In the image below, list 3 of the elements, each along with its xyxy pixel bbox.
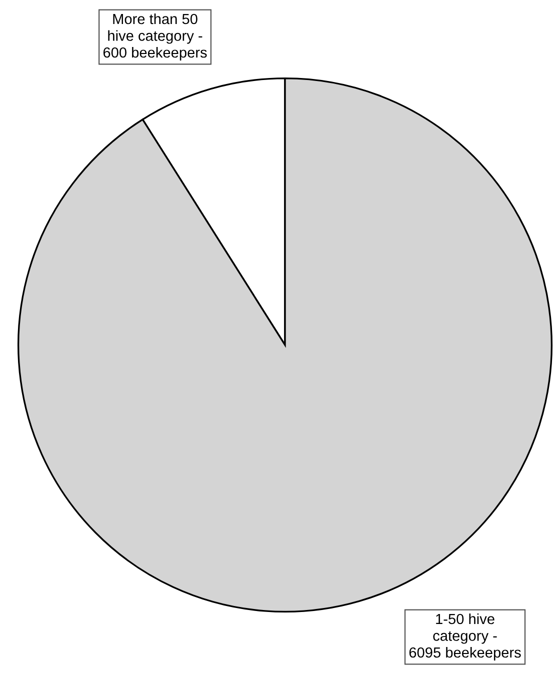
slice-label: 1-50 hive category - 6095 beekeepers [409, 613, 521, 661]
slice-label: More than 50 hive category - 600 beekeepers [103, 13, 207, 61]
pie-slice [18, 78, 552, 612]
